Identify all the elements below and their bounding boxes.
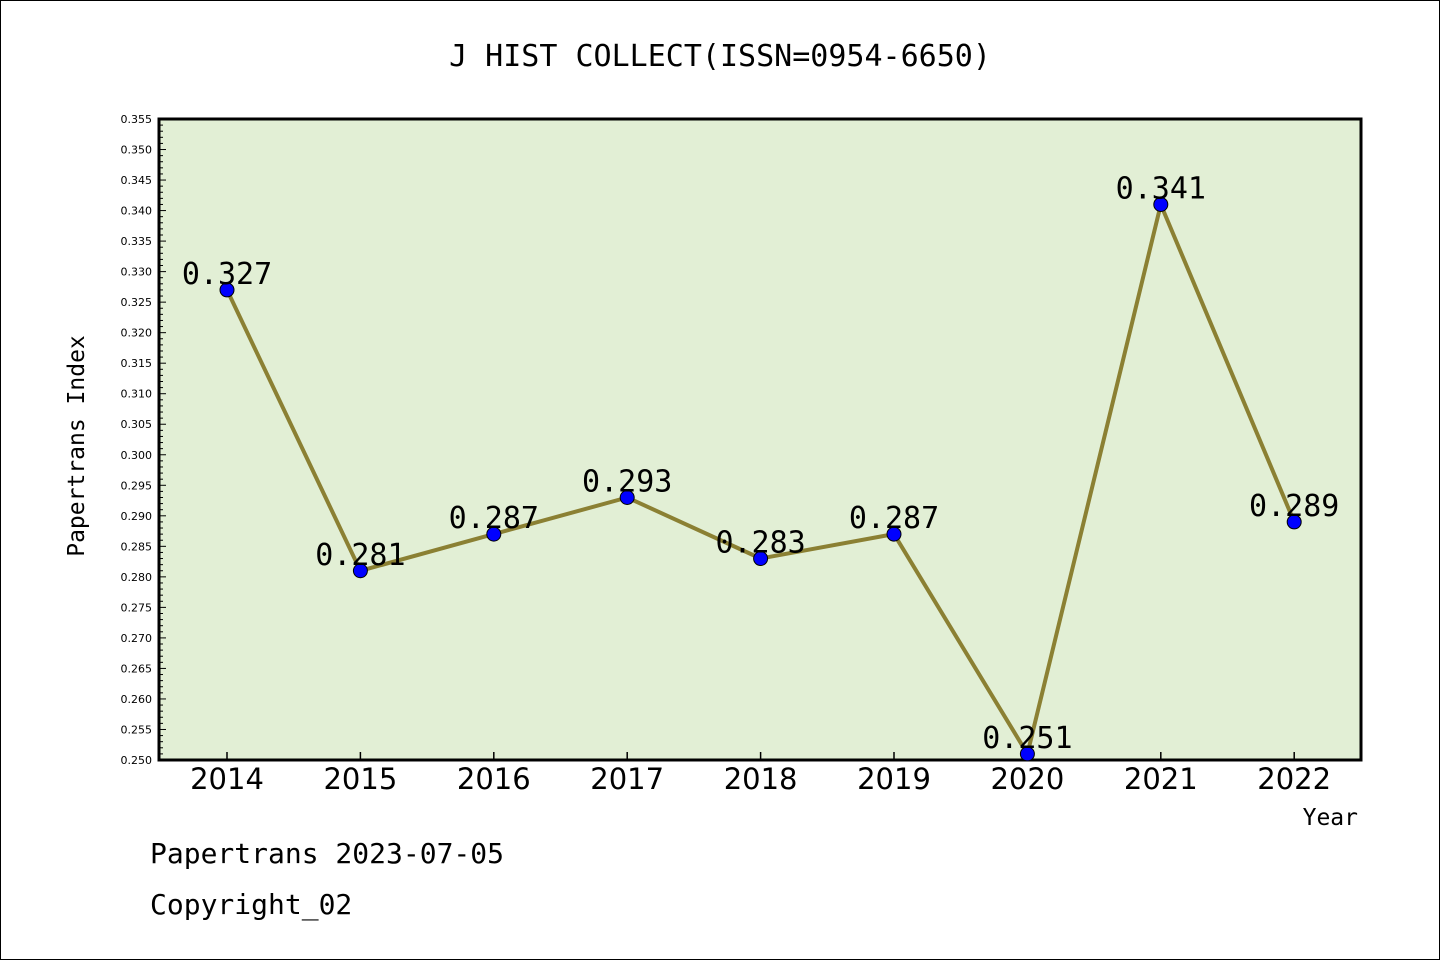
plot-area xyxy=(157,117,1363,762)
y-tick-label: 0.250 xyxy=(121,754,153,767)
y-tick-label: 0.335 xyxy=(121,235,153,248)
y-tick-label: 0.300 xyxy=(121,449,153,462)
x-tick-label: 2014 xyxy=(190,762,264,796)
data-label: 0.327 xyxy=(182,257,272,292)
data-label: 0.287 xyxy=(449,501,539,536)
data-label: 0.289 xyxy=(1249,489,1339,524)
data-labels: 0.327 0.281 0.287 0.293 0.283 0.287 0.251 0.341… xyxy=(182,171,1340,755)
y-tick-label: 0.355 xyxy=(121,113,153,126)
y-tick-label: 0.260 xyxy=(121,693,153,706)
y-tick-label: 0.350 xyxy=(121,144,153,157)
y-tick-label: 0.315 xyxy=(121,357,153,370)
y-tick-label: 0.310 xyxy=(121,388,153,401)
data-point xyxy=(619,489,635,505)
footer-date: Papertrans 2023-07-05 xyxy=(150,837,504,870)
data-label: 0.281 xyxy=(315,538,405,573)
data-label: 0.251 xyxy=(982,721,1072,756)
x-tick-label: 2019 xyxy=(857,762,931,796)
y-tick-label: 0.255 xyxy=(121,723,153,736)
x-tick-label: 2018 xyxy=(724,762,798,796)
data-point xyxy=(1153,196,1169,212)
data-label: 0.341 xyxy=(1116,171,1206,206)
data-point xyxy=(219,282,235,298)
y-tick-label: 0.330 xyxy=(121,266,153,279)
y-axis-label: Papertrans Index xyxy=(64,335,90,557)
data-point xyxy=(753,551,769,567)
data-label: 0.283 xyxy=(715,526,805,561)
y-tick-label: 0.280 xyxy=(121,571,153,584)
y-tick-label: 0.320 xyxy=(121,327,153,340)
y-axis: 0.250 0.255 0.260 0.265 0.270 0.275 0.280 0.285… xyxy=(121,113,166,767)
x-tick-label: 2015 xyxy=(323,762,397,796)
y-tick-label: 0.275 xyxy=(121,601,153,614)
data-point xyxy=(486,526,502,542)
y-tick-label: 0.345 xyxy=(121,174,153,187)
data-point xyxy=(1019,746,1035,762)
y-tick-label: 0.340 xyxy=(121,205,153,218)
x-tick-label: 2020 xyxy=(990,762,1064,796)
y-tick-label: 0.265 xyxy=(121,662,153,675)
x-tick-label: 2021 xyxy=(1124,762,1198,796)
data-point xyxy=(1286,514,1302,530)
x-tick-label: 2016 xyxy=(457,762,531,796)
y-tick-label: 0.290 xyxy=(121,510,153,523)
y-tick-label: 0.305 xyxy=(121,418,153,431)
footer-copyright: Copyright_02 xyxy=(150,888,352,922)
series-markers xyxy=(219,196,1302,762)
x-axis: 2014 2015 2016 2017 2018 2019 2020 2021 2022 xyxy=(190,752,1331,796)
x-tick-label: 2017 xyxy=(590,762,664,796)
y-tick-label: 0.285 xyxy=(121,540,153,553)
x-axis-label: Year xyxy=(1303,805,1358,831)
data-point xyxy=(352,563,368,579)
y-tick-label: 0.270 xyxy=(121,632,153,645)
y-tick-label: 0.295 xyxy=(121,479,153,492)
data-point xyxy=(886,526,902,542)
data-label: 0.287 xyxy=(849,501,939,536)
y-tick-label: 0.325 xyxy=(121,296,153,309)
x-tick-label: 2022 xyxy=(1257,762,1331,796)
chart-title: J HIST COLLECT(ISSN=0954-6650) xyxy=(449,39,991,74)
data-label: 0.293 xyxy=(582,464,672,499)
